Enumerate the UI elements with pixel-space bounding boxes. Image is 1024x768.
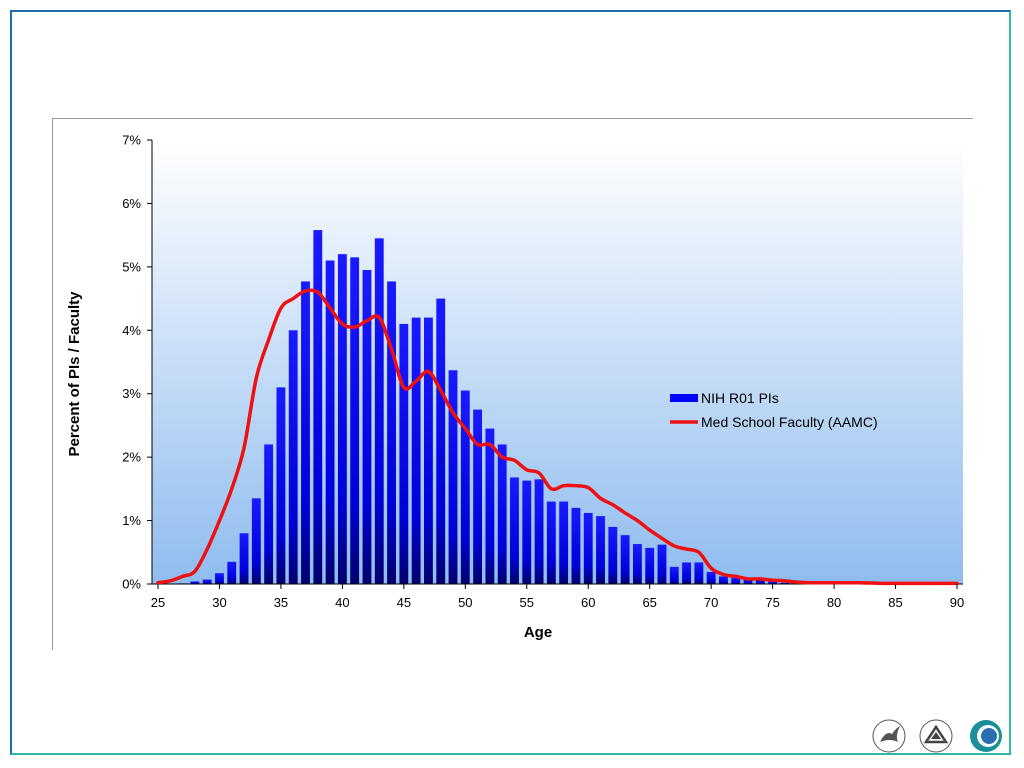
legend-label-bars: NIH R01 PIs	[701, 390, 779, 406]
x-tick-label: 90	[950, 595, 964, 610]
bar-age-36	[288, 330, 298, 584]
bar-age-45	[399, 323, 409, 584]
bar-age-71	[719, 576, 728, 584]
bar-age-54	[510, 477, 519, 584]
chart-svg: 0% 1% 2% 3% 4% 5% 6% 7% 25 30 35 40 45 50 55 60 65 70 75 80…	[66, 133, 964, 642]
y-tick-label: 6%	[122, 196, 141, 211]
bar-age-32	[239, 533, 249, 584]
x-tick-label: 65	[642, 595, 656, 610]
y-tick-label: 7%	[122, 133, 141, 148]
plot-area	[152, 140, 963, 584]
bar-age-62	[608, 526, 618, 584]
bar-age-52	[485, 428, 495, 584]
bar-age-38	[313, 230, 323, 584]
x-tick-label: 35	[274, 595, 288, 610]
y-axis-title: Percent of PIs / Faculty	[66, 291, 83, 457]
x-tick-label: 45	[397, 595, 411, 610]
bar-age-47	[424, 317, 433, 584]
bar-age-73	[743, 579, 753, 584]
y-tick-label: 3%	[122, 386, 141, 401]
bar-age-39	[325, 260, 335, 584]
bar-age-34	[264, 444, 274, 584]
bar-age-65	[645, 547, 655, 584]
bar-age-59	[571, 507, 581, 584]
bar-age-75	[768, 581, 778, 584]
bar-age-56	[534, 479, 544, 584]
bar-age-74	[755, 579, 765, 584]
bar-age-50	[460, 390, 470, 584]
y-tick-label: 1%	[122, 513, 141, 528]
bar-age-30	[215, 573, 224, 584]
y-tick-label: 2%	[122, 450, 141, 465]
bar-age-70	[706, 571, 716, 584]
y-tick-label: 5%	[122, 259, 141, 274]
bar-age-41	[350, 257, 360, 584]
bar-age-46	[411, 317, 421, 584]
hhs-seal-icon	[872, 719, 906, 753]
nih-seal-icon	[919, 719, 953, 753]
x-tick-label: 80	[827, 595, 841, 610]
bar-age-63	[620, 535, 630, 584]
bar-age-51	[473, 409, 483, 584]
x-tick-label: 70	[704, 595, 718, 610]
x-tick-label: 85	[888, 595, 902, 610]
ticks-layer: 0% 1% 2% 3% 4% 5% 6% 7% 25 30 35 40 45 50 55 60 65 70 75 80…	[122, 133, 964, 611]
x-tick-label: 60	[581, 595, 595, 610]
legend: NIH R01 PIs Med School Faculty (AAMC)	[670, 390, 878, 430]
x-tick-label: 40	[335, 595, 349, 610]
bar-age-53	[497, 444, 507, 584]
bar-age-60	[583, 512, 593, 584]
series-line-aamc	[156, 288, 959, 586]
bar-age-49	[448, 370, 458, 584]
slide-frame	[10, 10, 1011, 755]
bar-age-43	[374, 238, 384, 584]
x-tick-label: 55	[520, 595, 534, 610]
x-tick-label: 75	[765, 595, 779, 610]
legend-swatch-bars	[670, 394, 698, 402]
x-tick-label: 30	[212, 595, 226, 610]
bar-age-28	[190, 581, 200, 584]
bar-age-44	[387, 281, 396, 584]
bar-age-66	[657, 544, 667, 584]
bar-age-76	[780, 582, 790, 584]
x-tick-label: 50	[458, 595, 472, 610]
legend-label-line: Med School Faculty (AAMC)	[701, 414, 878, 430]
chart-panel: 0% 1% 2% 3% 4% 5% 6% 7% 25 30 35 40 45 50 55 60 65 70 75 80…	[52, 118, 973, 650]
bar-age-29	[202, 579, 212, 584]
bar-age-48	[436, 298, 446, 584]
line-layer	[156, 288, 959, 586]
oer-logo-icon	[970, 720, 1002, 752]
bar-age-57	[546, 501, 556, 584]
bar-age-67	[669, 566, 679, 584]
bar-age-72	[731, 577, 741, 584]
bar-age-55	[522, 480, 532, 584]
x-axis-title: Age	[524, 624, 552, 641]
x-tick-label: 25	[151, 595, 165, 610]
bar-age-61	[596, 516, 605, 584]
bars-layer	[178, 230, 827, 585]
bar-age-58	[559, 501, 569, 584]
bar-age-69	[694, 562, 704, 584]
bar-age-33	[251, 498, 261, 584]
bar-age-64	[632, 544, 642, 584]
bar-age-37	[301, 281, 310, 584]
y-tick-label: 0%	[122, 577, 141, 592]
footer-logos	[872, 719, 1002, 753]
bar-age-40	[337, 254, 347, 585]
y-tick-label: 4%	[122, 323, 141, 338]
bar-age-31	[227, 561, 237, 584]
bar-age-68	[682, 562, 691, 584]
bar-age-35	[276, 387, 286, 584]
bar-age-42	[362, 270, 372, 584]
